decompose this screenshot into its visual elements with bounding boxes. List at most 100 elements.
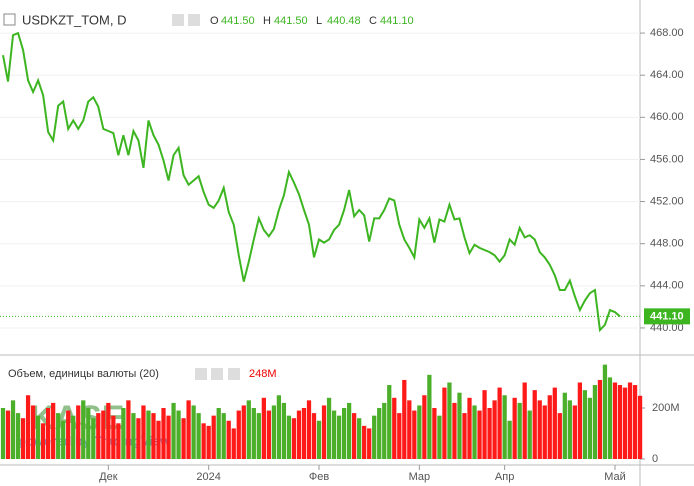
volume-bar xyxy=(266,410,271,459)
ohlc-name: O xyxy=(210,15,219,27)
volume-bar xyxy=(331,410,337,459)
volume-bar xyxy=(437,415,442,459)
volume-bar xyxy=(201,423,206,459)
y-tick-label: 468.00 xyxy=(650,27,684,39)
volume-bar xyxy=(301,408,307,459)
volume-bar xyxy=(151,413,156,459)
volume-bar xyxy=(632,385,638,459)
volume-bar xyxy=(40,423,46,459)
volume-bar xyxy=(101,410,106,459)
settings-icon[interactable] xyxy=(188,14,200,26)
volume-bar xyxy=(71,415,76,459)
volume-bar xyxy=(462,413,467,459)
volume-bar xyxy=(111,415,116,459)
volume-bar xyxy=(497,387,502,459)
volume-bar xyxy=(161,408,166,459)
last-price-box xyxy=(644,308,690,325)
volume-bar xyxy=(176,410,181,459)
volume-bar xyxy=(241,405,246,459)
volume-bar xyxy=(146,410,151,459)
settings-icon[interactable] xyxy=(211,368,223,380)
eye-icon[interactable] xyxy=(195,368,207,380)
volume-bar xyxy=(156,420,161,459)
volume-bar xyxy=(261,397,266,459)
volume-bar xyxy=(627,382,633,459)
volume-bar xyxy=(126,400,131,459)
symbol-title: USDKZT_TOM, D xyxy=(22,12,127,27)
ohlc-value: 441.50 xyxy=(274,15,308,27)
y-tick-label: 0 xyxy=(652,453,658,465)
y-tick-label: 460.00 xyxy=(650,111,684,123)
volume-bar xyxy=(81,400,86,459)
volume-bar xyxy=(61,420,66,459)
volume-bar xyxy=(467,397,472,459)
volume-bar xyxy=(30,405,36,459)
volume-bar xyxy=(422,395,427,459)
volume-bar xyxy=(316,420,322,459)
y-tick-label: 200M xyxy=(652,402,680,414)
volume-bar xyxy=(392,397,397,459)
volume-bar xyxy=(166,415,171,459)
volume-bar xyxy=(397,413,402,459)
collapse-icon[interactable] xyxy=(3,13,16,26)
volume-bar xyxy=(256,413,261,459)
ohlc-value: 441.10 xyxy=(380,15,414,27)
last-price-label: 441.10 xyxy=(650,310,684,322)
volume-bar xyxy=(582,390,588,459)
volume-bar xyxy=(106,402,111,459)
volume-bar xyxy=(367,428,372,459)
volume-bar xyxy=(136,418,141,459)
volume-bar xyxy=(572,405,577,459)
volume-bar xyxy=(447,382,452,459)
ohlc-name: C xyxy=(369,15,377,27)
volume-bar xyxy=(377,408,382,459)
volume-bar xyxy=(131,413,136,459)
y-tick-label: 456.00 xyxy=(650,153,684,165)
volume-bar xyxy=(51,402,56,459)
volume-bar xyxy=(592,385,598,459)
volume-bar xyxy=(412,410,417,459)
volume-bar xyxy=(477,410,482,459)
volume-bar xyxy=(502,395,507,459)
volume-bar xyxy=(522,382,527,459)
volume-bar xyxy=(482,390,487,459)
volume-bar xyxy=(186,400,191,459)
volume-bar xyxy=(612,382,618,459)
volume-title: Объем, единицы валюты (20) xyxy=(8,368,159,380)
volume-bar xyxy=(196,413,201,459)
volume-bar xyxy=(306,400,312,459)
volume-bar xyxy=(281,402,287,459)
volume-bar xyxy=(562,392,567,459)
volume-bar xyxy=(251,408,256,459)
volume-bar xyxy=(221,413,226,459)
volume-bar xyxy=(387,385,392,459)
volume-bar xyxy=(346,402,352,459)
close-icon[interactable] xyxy=(228,368,240,380)
volume-bar xyxy=(286,415,292,459)
volume-bar xyxy=(372,415,377,459)
volume-bar xyxy=(10,400,16,459)
x-tick-label: Апр xyxy=(495,471,514,483)
volume-bar xyxy=(602,364,608,459)
volume-bar xyxy=(432,408,437,459)
volume-bar xyxy=(336,415,342,459)
volume-bar xyxy=(56,413,61,459)
volume-bar xyxy=(417,405,422,459)
volume-bar xyxy=(622,387,628,459)
volume-bar xyxy=(407,400,412,459)
volume-bar xyxy=(352,413,357,459)
volume-bar xyxy=(96,413,101,459)
volume-bar xyxy=(191,405,196,459)
volume-bar xyxy=(226,420,231,459)
volume-bar xyxy=(532,390,537,459)
volume-bar xyxy=(487,408,492,459)
volume-last: 248M xyxy=(249,368,277,380)
volume-bar xyxy=(116,423,121,459)
eye-icon[interactable] xyxy=(172,14,184,26)
volume-bar xyxy=(271,405,277,459)
volume-bar xyxy=(276,395,282,459)
y-tick-label: 448.00 xyxy=(650,238,684,250)
volume-bar xyxy=(587,397,593,459)
volume-bar xyxy=(20,418,26,459)
volume-bar xyxy=(537,400,542,459)
